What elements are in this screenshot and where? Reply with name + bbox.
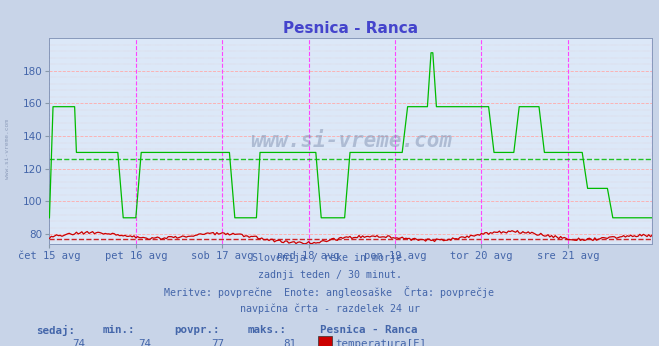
- Text: 74: 74: [138, 339, 152, 346]
- Text: Pesnica - Ranca: Pesnica - Ranca: [320, 325, 417, 335]
- Text: www.si-vreme.com: www.si-vreme.com: [5, 119, 11, 179]
- Text: 77: 77: [211, 339, 224, 346]
- Text: navpična črta - razdelek 24 ur: navpična črta - razdelek 24 ur: [239, 303, 420, 313]
- Text: min.:: min.:: [102, 325, 134, 335]
- Text: 74: 74: [72, 339, 86, 346]
- Text: maks.:: maks.:: [247, 325, 286, 335]
- Text: Slovenija / reke in morje.: Slovenija / reke in morje.: [252, 253, 407, 263]
- Text: 81: 81: [283, 339, 297, 346]
- Text: povpr.:: povpr.:: [175, 325, 220, 335]
- Title: Pesnica - Ranca: Pesnica - Ranca: [283, 20, 418, 36]
- Text: Meritve: povprečne  Enote: angleosaške  Črta: povprečje: Meritve: povprečne Enote: angleosaške Čr…: [165, 286, 494, 299]
- Text: www.si-vreme.com: www.si-vreme.com: [250, 131, 452, 151]
- Text: temperatura[F]: temperatura[F]: [335, 339, 426, 346]
- Text: sedaj:: sedaj:: [36, 325, 75, 336]
- Text: zadnji teden / 30 minut.: zadnji teden / 30 minut.: [258, 270, 401, 280]
